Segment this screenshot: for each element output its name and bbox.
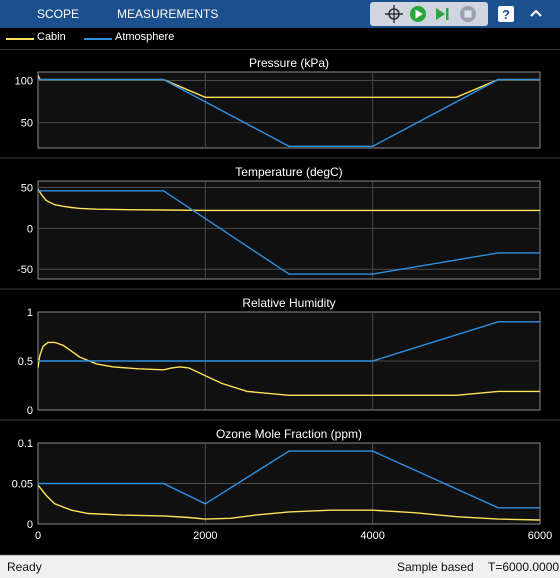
y-tick-label: 0 [27,223,33,235]
x-tick-label: 0 [35,530,41,542]
tab-scope[interactable]: SCOPE [37,7,80,21]
status-mode: Sample based [397,560,474,574]
legend-label-cabin[interactable]: Cabin [37,31,66,43]
panel-title: Ozone Mole Fraction (ppm) [216,427,362,441]
legend: Cabin Atmosphere [0,28,560,50]
x-tick-label: 2000 [193,530,217,542]
x-tick-label: 4000 [360,530,384,542]
legend-label-atmosphere[interactable]: Atmosphere [115,31,175,43]
status-time: T=6000.0000 [488,560,560,574]
series-line-cabin [38,484,540,521]
series-line-atmosphere [38,321,540,362]
scope-plot-area: Pressure (kPa) 50 100 Temperature (degC) -50… [0,50,560,556]
status-bar: Ready Sample based T=6000.0000 [0,555,560,578]
panel-pressure-kpa: Pressure (kPa) 50 100 [0,50,560,159]
series-line-cabin [38,341,540,396]
y-tick-label: 0.5 [18,356,33,368]
series-line-cabin [38,188,540,212]
panel-title: Temperature (degC) [235,165,342,179]
y-tick-label: -50 [17,264,33,276]
panel-title: Pressure (kPa) [249,56,329,70]
toolstrip: SCOPE MEASUREMENTS ? [0,0,560,28]
series-line-atmosphere [38,450,540,509]
y-tick-label: 0 [27,519,33,531]
legend-line-cabin [6,38,34,40]
y-tick-label: 50 [21,118,33,130]
status-ready: Ready [7,560,42,574]
panel-ozone-mole-fraction-ppm: Ozone Mole Fraction (ppm) 0 0.05 0.1 0 2000 40… [0,421,560,556]
run-icon[interactable] [408,4,428,24]
y-tick-label: 0.05 [12,479,33,491]
svg-text:?: ? [502,7,510,22]
stop-icon[interactable] [458,4,478,24]
panel-title: Relative Humidity [242,296,335,310]
series-line-atmosphere [38,190,540,275]
y-tick-label: 0.1 [18,438,33,450]
simulation-controls [370,2,488,26]
y-tick-label: 1 [27,307,33,319]
legend-line-atmosphere [84,38,112,40]
axes-box[interactable] [37,71,541,149]
y-tick-label: 50 [21,183,33,195]
step-forward-icon[interactable] [432,4,452,24]
tab-measurements[interactable]: MEASUREMENTS [117,7,219,21]
y-tick-label: 100 [15,75,33,87]
panel-relative-humidity: Relative Humidity 0 0.5 1 [0,290,560,421]
highlight-signal-icon[interactable] [384,4,404,24]
x-tick-label: 6000 [528,530,552,542]
series-line-atmosphere [38,78,540,148]
axes-box[interactable] [37,180,541,280]
panel-temperature-degc: Temperature (degC) -50 0 50 [0,159,560,290]
y-tick-label: 0 [27,405,33,417]
collapse-icon[interactable] [526,4,546,24]
help-icon[interactable]: ? [496,4,516,24]
